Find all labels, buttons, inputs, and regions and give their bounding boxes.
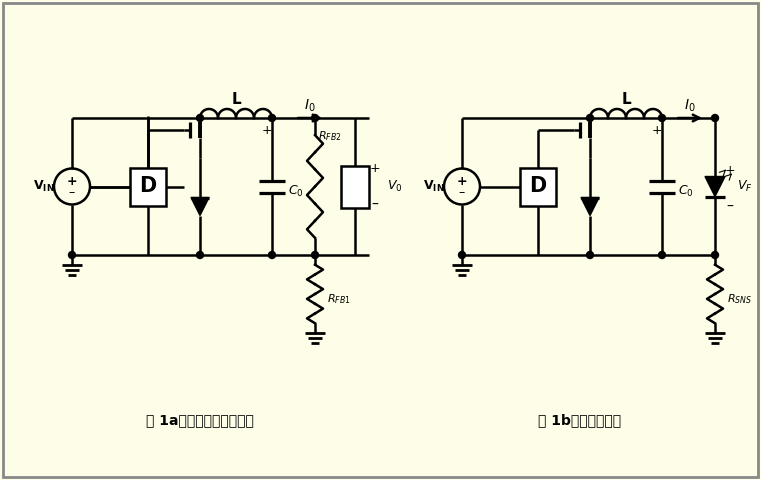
Polygon shape [705, 177, 725, 196]
Circle shape [269, 115, 275, 121]
Text: D: D [139, 177, 157, 196]
Circle shape [196, 115, 203, 121]
Text: $\mathbf{V_{IN}}$: $\mathbf{V_{IN}}$ [33, 179, 55, 194]
Text: +: + [724, 164, 735, 177]
Text: +: + [370, 162, 380, 175]
Text: $C_0$: $C_0$ [678, 184, 694, 199]
Polygon shape [191, 197, 209, 216]
Circle shape [658, 115, 666, 121]
Text: +: + [67, 175, 78, 188]
Text: $\mathbf{V_{IN}}$: $\mathbf{V_{IN}}$ [423, 179, 444, 194]
Bar [130, 168, 166, 205]
Text: $I_0$: $I_0$ [304, 98, 316, 114]
Text: +: + [457, 175, 467, 188]
Text: –: – [69, 186, 75, 199]
Circle shape [269, 252, 275, 259]
Text: 图 1b：降压稳流器: 图 1b：降压稳流器 [539, 413, 622, 427]
Text: $I_0$: $I_0$ [684, 98, 696, 114]
Text: $V_0$: $V_0$ [387, 179, 403, 194]
Circle shape [587, 115, 594, 121]
Text: $R_{SNS}$: $R_{SNS}$ [727, 292, 752, 306]
Polygon shape [581, 197, 599, 216]
Circle shape [712, 252, 718, 259]
Text: $R_{FB1}$: $R_{FB1}$ [327, 292, 351, 306]
Bar [341, 166, 369, 207]
Circle shape [311, 115, 319, 121]
Circle shape [68, 252, 75, 259]
Text: $C_0$: $C_0$ [288, 184, 304, 199]
Circle shape [587, 252, 594, 259]
Circle shape [658, 252, 666, 259]
Circle shape [196, 252, 203, 259]
Circle shape [311, 252, 319, 259]
Text: –: – [459, 186, 465, 199]
Text: $V_F$: $V_F$ [737, 179, 753, 194]
Text: D: D [530, 177, 546, 196]
Text: –: – [727, 200, 734, 214]
Text: L: L [621, 93, 631, 108]
Circle shape [458, 252, 466, 259]
Text: +: + [262, 123, 272, 136]
Text: $R_{FB2}$: $R_{FB2}$ [318, 129, 342, 143]
Text: –: – [371, 197, 378, 212]
Text: +: + [651, 123, 662, 136]
Text: 图 1a：传统的降压稳压器: 图 1a：传统的降压稳压器 [146, 413, 254, 427]
Bar [520, 168, 556, 205]
Circle shape [712, 115, 718, 121]
Text: L: L [231, 93, 240, 108]
